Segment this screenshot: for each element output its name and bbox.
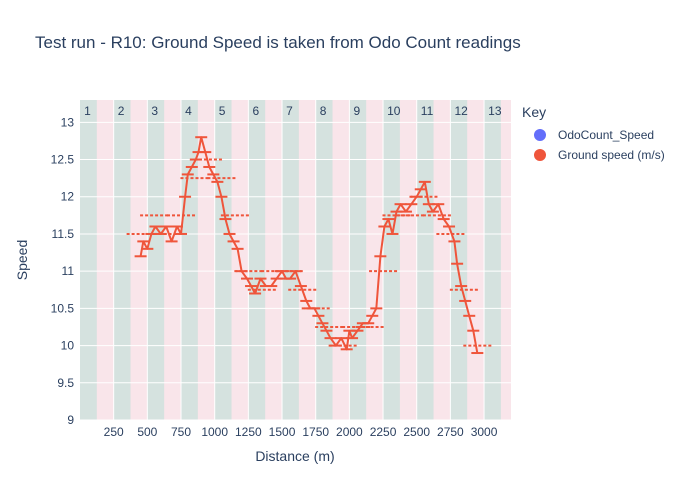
y-tick-label: 9	[67, 413, 74, 427]
lap-band	[248, 100, 266, 420]
lap-band	[366, 100, 384, 420]
y-tick-label: 9.5	[57, 376, 74, 390]
lap-band	[450, 100, 468, 420]
lap-band	[500, 100, 511, 420]
legend-title: Key	[522, 104, 547, 120]
lap-band	[349, 100, 367, 420]
legend-marker-icon	[534, 129, 546, 141]
x-tick-label: 500	[137, 425, 157, 439]
lap-band	[147, 100, 165, 420]
lap-band	[298, 100, 316, 420]
y-tick-label: 11.5	[52, 227, 75, 241]
lap-bands	[80, 100, 511, 420]
lap-label: 13	[488, 104, 502, 118]
lap-band	[315, 100, 333, 420]
x-tick-label: 1500	[269, 425, 296, 439]
data-series	[126, 136, 492, 355]
y-tick-label: 10.5	[51, 301, 75, 315]
x-tick-label: 2250	[370, 425, 397, 439]
lap-band	[164, 100, 182, 420]
x-tick-label: 2500	[403, 425, 430, 439]
lap-label: 12	[454, 104, 468, 118]
x-axis-title: Distance (m)	[255, 448, 334, 464]
y-tick-label: 10	[61, 339, 75, 353]
lap-label: 9	[353, 104, 360, 118]
lap-band	[197, 100, 215, 420]
x-tick-label: 750	[171, 425, 191, 439]
lap-band	[282, 100, 299, 420]
lap-label: 5	[219, 104, 226, 118]
lap-band	[484, 100, 501, 420]
series-line-ground-speed[interactable]	[139, 136, 479, 354]
lap-band	[433, 100, 451, 420]
y-tick-label: 13	[61, 115, 75, 129]
lap-label: 6	[252, 104, 259, 118]
lap-band	[416, 100, 434, 420]
lap-label: 10	[387, 104, 401, 118]
chart-title: Test run - R10: Ground Speed is taken fr…	[35, 33, 521, 52]
lap-label: 2	[118, 104, 125, 118]
lap-label: 3	[151, 104, 158, 118]
legend: Key OdoCount_Speed Ground speed (m/s)	[522, 104, 665, 168]
lap-label: 7	[286, 104, 293, 118]
lap-label: 4	[185, 104, 192, 118]
lap-band	[96, 100, 114, 420]
y-tick-label: 12	[61, 190, 75, 204]
lap-band	[113, 100, 131, 420]
y-tick-label: 12.5	[51, 153, 75, 167]
legend-item-odocount-speed[interactable]: OdoCount_Speed	[522, 128, 665, 142]
y-axis-title: Speed	[14, 240, 30, 280]
x-tick-label: 1750	[302, 425, 329, 439]
x-axis-ticks: 250 500 750 1000 1250 1500 1750 2000 2250 2500 275…	[104, 425, 498, 439]
lap-band	[467, 100, 485, 420]
lap-band	[181, 100, 198, 420]
legend-label: OdoCount_Speed	[558, 128, 655, 142]
lap-band	[383, 100, 400, 420]
x-tick-label: 2000	[336, 425, 363, 439]
lap-labels: 1 2 3 4 5 6 7 8 9 10 11 12 13	[84, 104, 502, 118]
lap-band	[80, 100, 97, 420]
lap-band	[332, 100, 350, 420]
y-axis-ticks: 9 9.5 10 10.5 11 11.5 12 12.5 13	[51, 115, 75, 427]
lap-band	[214, 100, 232, 420]
lap-band	[130, 100, 148, 420]
x-tick-label: 1250	[235, 425, 262, 439]
lap-label: 1	[84, 104, 91, 118]
x-tick-label: 2750	[437, 425, 464, 439]
lap-label: 11	[421, 104, 434, 118]
legend-label: Ground speed (m/s)	[558, 148, 665, 162]
x-tick-label: 250	[104, 425, 124, 439]
lap-label: 8	[320, 104, 327, 118]
x-tick-label: 3000	[471, 425, 498, 439]
x-tick-label: 1000	[201, 425, 228, 439]
legend-marker-icon	[534, 149, 546, 161]
lap-band	[265, 100, 283, 420]
y-tick-label: 11	[62, 264, 75, 278]
legend-item-ground-speed[interactable]: Ground speed (m/s)	[522, 148, 665, 162]
lap-band	[399, 100, 417, 420]
